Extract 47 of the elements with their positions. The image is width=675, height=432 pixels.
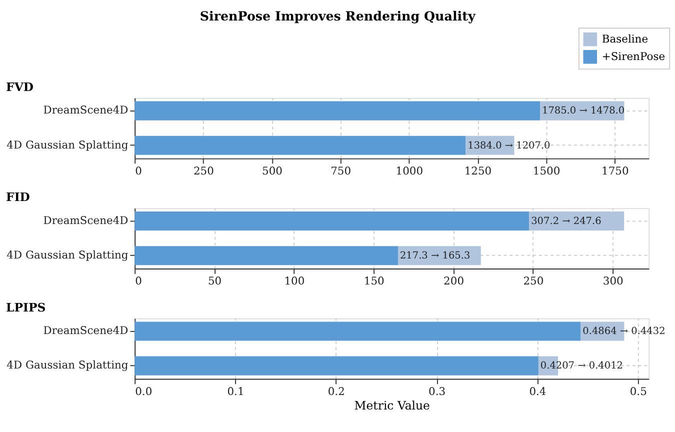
text: LPIPS bbox=[6, 300, 46, 314]
bar bbox=[134, 212, 530, 231]
bar bbox=[134, 136, 466, 155]
data-label: 0.4207 → 0.4012 bbox=[540, 360, 624, 372]
data-label: 307.2 → 247.6 bbox=[531, 216, 602, 227]
x-tick-label: 50 bbox=[208, 274, 222, 288]
y-tick-label: 4D Gaussian Splatting bbox=[6, 138, 128, 152]
legend-label: Baseline bbox=[602, 32, 648, 46]
bar bbox=[134, 246, 398, 266]
x-tick-label: 1500 bbox=[532, 164, 560, 178]
bar bbox=[529, 212, 624, 231]
text: FVD bbox=[6, 80, 34, 94]
text: FID bbox=[6, 190, 30, 204]
y-tick-label: DreamScene4D bbox=[43, 324, 128, 338]
x-tick-label: 100 bbox=[284, 274, 305, 288]
x-tick-label: 0.3 bbox=[428, 384, 446, 398]
x-tick-label: 500 bbox=[262, 164, 283, 178]
legend-label: +SirenPose bbox=[602, 50, 666, 63]
x-tick-label: 750 bbox=[330, 164, 352, 178]
y-tick-label: 4D Gaussian Splatting bbox=[6, 358, 128, 372]
x-tick-label: 0.1 bbox=[227, 384, 244, 398]
x-tick-label: 300 bbox=[602, 274, 624, 288]
y-tick-label: DreamScene4D bbox=[43, 214, 128, 227]
x-axis-title: Metric Value bbox=[354, 398, 430, 412]
bar bbox=[134, 322, 581, 341]
x-tick-label: 1750 bbox=[601, 164, 629, 178]
data-label: 1384.0 → 1207.0 bbox=[468, 140, 550, 152]
bar bbox=[134, 101, 540, 120]
x-tick-label: 0.2 bbox=[328, 384, 345, 398]
x-tick-label: 0.0 bbox=[135, 384, 152, 398]
x-tick-label: 0 bbox=[135, 164, 142, 178]
x-tick-label: 250 bbox=[193, 164, 214, 178]
bar bbox=[134, 356, 538, 376]
chart-title: SirenPose Improves Rendering Quality bbox=[200, 8, 476, 24]
x-tick-label: 0.4 bbox=[529, 384, 546, 398]
y-tick-label: 4D Gaussian Splatting bbox=[6, 248, 128, 262]
x-tick-label: 200 bbox=[444, 274, 464, 288]
x-tick-label: 1000 bbox=[396, 164, 424, 178]
y-tick-label: DreamScene4D bbox=[43, 104, 128, 117]
x-tick-label: 1250 bbox=[464, 164, 492, 178]
x-tick-label: 150 bbox=[364, 274, 385, 288]
x-tick-label: 0.5 bbox=[630, 384, 647, 398]
data-label: 0.4864 → 0.4432 bbox=[582, 326, 666, 338]
data-label: 1785.0 → 1478.0 bbox=[542, 106, 625, 117]
x-tick-label: 0 bbox=[135, 274, 142, 288]
data-label: 217.3 → 165.3 bbox=[400, 250, 470, 262]
x-tick-label: 250 bbox=[523, 274, 544, 288]
